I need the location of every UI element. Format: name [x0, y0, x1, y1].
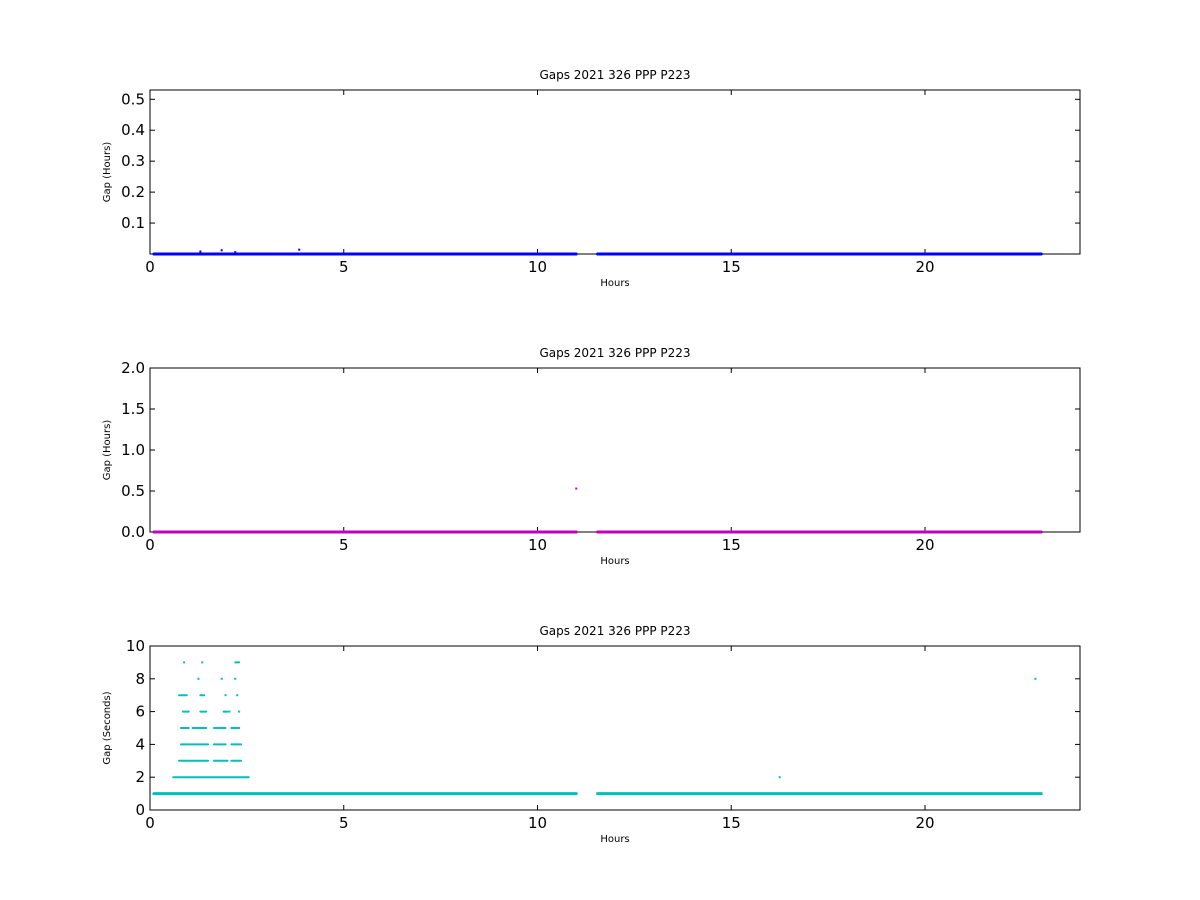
y-tick-label: 0.1 — [121, 214, 145, 232]
data-point — [236, 694, 239, 697]
y-axis-label: Gap (Hours) — [102, 142, 113, 203]
data-point — [197, 677, 200, 680]
y-tick-label: 0.3 — [121, 152, 145, 170]
subplot-2: Gaps 2021 326 PPP P223 Hours Gap (Hours) 0 5… — [102, 346, 1081, 567]
data-point — [201, 661, 204, 664]
x-tick-label: 5 — [339, 258, 349, 276]
y-tick-label: 0.2 — [121, 183, 145, 201]
y-axis-label: Gap (Hours) — [102, 420, 113, 481]
y-tick-label: 4 — [135, 735, 145, 753]
x-tick-label: 0 — [145, 536, 155, 554]
data-point — [234, 677, 237, 680]
y-tick-label: 0 — [135, 801, 145, 819]
y-tick-label: 6 — [135, 703, 145, 721]
x-tick-label: 20 — [915, 814, 934, 832]
data-point — [778, 776, 781, 779]
chart-title: Gaps 2021 326 PPP P223 — [539, 346, 690, 360]
x-axis-label: Hours — [600, 834, 629, 845]
x-axis-label: Hours — [600, 556, 629, 567]
x-tick-label: 20 — [915, 258, 934, 276]
chart-title: Gaps 2021 326 PPP P223 — [539, 68, 690, 82]
y-tick-label: 1.0 — [121, 441, 145, 459]
data-point — [220, 249, 223, 252]
x-tick-label: 10 — [528, 536, 547, 554]
x-tick-label: 5 — [339, 814, 349, 832]
x-axis-label: Hours — [600, 278, 629, 289]
x-tick-label: 10 — [528, 258, 547, 276]
axes-frame — [149, 367, 1081, 533]
axes-frame — [149, 645, 1081, 811]
y-tick-label: 0.5 — [121, 90, 145, 108]
y-tick-label: 0.0 — [121, 523, 145, 541]
data-point — [224, 694, 227, 697]
x-tick-label: 15 — [722, 536, 741, 554]
y-tick-label: 0.5 — [121, 482, 145, 500]
data-point — [216, 727, 219, 729]
y-tick-label: 0.4 — [121, 121, 145, 139]
x-tick-label: 10 — [528, 814, 547, 832]
data-point — [199, 250, 202, 253]
data-point — [234, 251, 237, 254]
y-tick-label: 10 — [126, 637, 145, 655]
y-axis-label: Gap (Seconds) — [102, 691, 113, 764]
data-point — [220, 677, 223, 680]
x-tick-label: 15 — [722, 814, 741, 832]
data-point — [1034, 677, 1037, 680]
chart-title: Gaps 2021 326 PPP P223 — [539, 624, 690, 638]
data-point — [298, 248, 301, 251]
data-point — [575, 487, 578, 490]
x-tick-label: 0 — [145, 258, 155, 276]
axes-frame — [149, 89, 1081, 255]
y-tick-label: 2.0 — [121, 359, 145, 377]
subplot-3: Gaps 2021 326 PPP P223 Hours Gap (Seconds)… — [102, 624, 1081, 845]
y-tick-label: 1.5 — [121, 400, 145, 418]
data-point — [238, 710, 241, 713]
data-point — [183, 661, 186, 664]
y-tick-label: 8 — [135, 670, 145, 688]
y-tick-label: 2 — [135, 768, 145, 786]
data-point — [228, 710, 231, 713]
x-tick-label: 0 — [145, 814, 155, 832]
x-tick-label: 15 — [722, 258, 741, 276]
subplot-1: Gaps 2021 326 PPP P223 Hours Gap (Hours) 0 5… — [102, 68, 1081, 289]
x-tick-label: 5 — [339, 536, 349, 554]
x-tick-label: 20 — [915, 536, 934, 554]
